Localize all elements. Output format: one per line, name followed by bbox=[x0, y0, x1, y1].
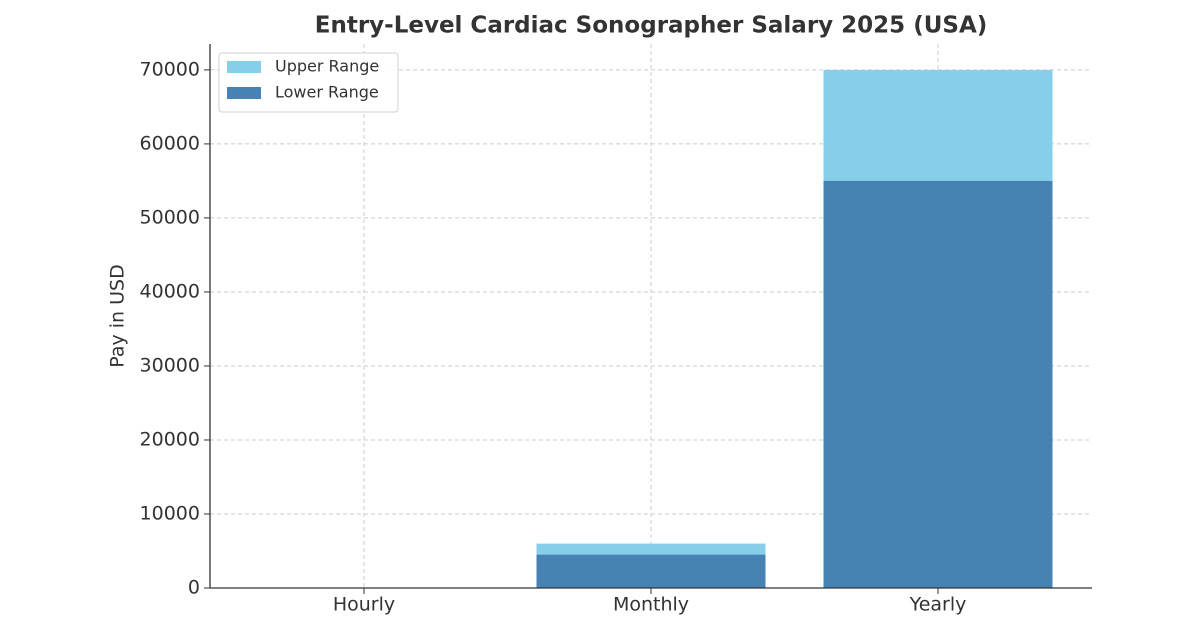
x-tick-label: Monthly bbox=[613, 594, 689, 616]
legend-box bbox=[218, 52, 399, 113]
y-tick-label: 30000 bbox=[140, 354, 200, 376]
y-tick-label: 0 bbox=[188, 577, 200, 599]
chart-title: Entry-Level Cardiac Sonographer Salary 2… bbox=[315, 13, 988, 39]
y-tick-label: 40000 bbox=[140, 280, 200, 302]
y-tick-label: 10000 bbox=[140, 502, 200, 524]
y-axis-label: Pay in USD bbox=[107, 264, 129, 368]
x-tick-label: Yearly bbox=[909, 594, 967, 616]
legend-label: Lower Range bbox=[275, 83, 379, 102]
bar bbox=[823, 180, 1053, 588]
y-tick-label: 70000 bbox=[140, 58, 200, 80]
y-tick-label: 60000 bbox=[140, 132, 200, 154]
bar bbox=[536, 554, 766, 588]
x-tick-label: Hourly bbox=[333, 594, 395, 616]
y-tick-label: 20000 bbox=[140, 428, 200, 450]
y-tick-label: 50000 bbox=[140, 206, 200, 228]
legend-swatch bbox=[227, 61, 261, 73]
legend-label: Upper Range bbox=[275, 57, 379, 76]
legend-swatch bbox=[227, 87, 261, 99]
